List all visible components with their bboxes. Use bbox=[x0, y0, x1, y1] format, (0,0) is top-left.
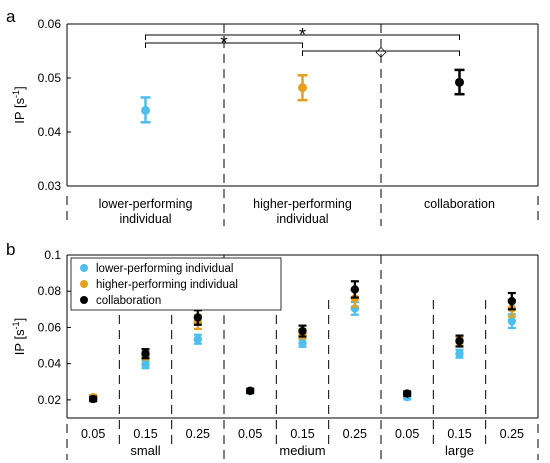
x-tick-label: 0.25 bbox=[343, 427, 367, 441]
x-tick-label: 0.05 bbox=[395, 427, 419, 441]
data-point bbox=[141, 349, 150, 358]
x-tick-label: 0.15 bbox=[290, 427, 314, 441]
category-label: higher-performing individual bbox=[253, 197, 352, 226]
y-tick-label: 0.06 bbox=[38, 17, 62, 31]
y-tick-label: 0.06 bbox=[38, 320, 62, 334]
y-tick-label: 0.03 bbox=[38, 179, 62, 193]
significance-marker: * bbox=[299, 25, 306, 45]
significance-marker: * bbox=[220, 33, 227, 53]
y-tick-label: 0.04 bbox=[38, 125, 62, 139]
data-point bbox=[88, 394, 98, 404]
data-point bbox=[507, 296, 517, 306]
data-point bbox=[298, 326, 307, 336]
category-label-line: collaboration bbox=[424, 197, 495, 211]
data-point bbox=[455, 77, 464, 87]
y-axis-label: IP [s-1] bbox=[11, 318, 27, 355]
category-label-line: individual bbox=[119, 212, 171, 226]
significance-bracket bbox=[145, 42, 303, 48]
x-tick-label: 0.15 bbox=[133, 427, 157, 441]
panel-a: a 0.03 0.04 0.05 0.06 IP [s-1] lower-performin… bbox=[6, 7, 539, 226]
group-label: medium bbox=[279, 443, 325, 458]
group-label: large bbox=[445, 443, 474, 458]
data-point bbox=[245, 386, 255, 396]
category-label-line: higher-performing bbox=[253, 197, 352, 211]
x-tick-label: 0.15 bbox=[447, 427, 471, 441]
legend-label: collaboration bbox=[96, 295, 161, 307]
data-point bbox=[507, 316, 517, 326]
y-tick-label: 0.08 bbox=[38, 284, 62, 298]
legend-box bbox=[70, 257, 282, 311]
legend-label: lower-performing individual bbox=[96, 263, 233, 275]
category-label-line: individual bbox=[276, 212, 328, 226]
legend-marker bbox=[80, 264, 88, 272]
x-tick-label: 0.25 bbox=[500, 427, 524, 441]
y-axis-label-exponent: -1 bbox=[11, 90, 21, 98]
data-point bbox=[141, 360, 150, 369]
data-point bbox=[193, 313, 203, 322]
legend-marker bbox=[80, 296, 88, 304]
group-label: small bbox=[130, 443, 160, 458]
legend-label: higher-performing individual bbox=[96, 279, 238, 291]
y-tick-label: 0.05 bbox=[38, 71, 62, 85]
panel-label-a: a bbox=[6, 7, 16, 26]
category-label-line: lower-performing bbox=[99, 197, 193, 211]
data-point bbox=[455, 349, 464, 358]
y-axis-label: IP [s-1] bbox=[11, 86, 27, 123]
y-axis-label-exponent: -1 bbox=[11, 321, 21, 329]
data-point bbox=[455, 336, 464, 346]
x-tick-label: 0.05 bbox=[81, 427, 105, 441]
panel-label-b: b bbox=[6, 240, 15, 259]
significance-bracket bbox=[145, 34, 460, 40]
data-point bbox=[402, 389, 412, 398]
category-label: lower-performing individual bbox=[99, 197, 193, 226]
data-point bbox=[193, 335, 203, 344]
data-point bbox=[141, 105, 150, 115]
data-point bbox=[298, 338, 307, 348]
significance-bracket bbox=[302, 50, 460, 56]
panel-b: b 0.02 0.04 0.06 0.08 0.1 IP [s-1] 0.05 0.15 0.25… bbox=[6, 240, 539, 460]
y-tick-label: 0.02 bbox=[38, 393, 62, 407]
data-point bbox=[350, 285, 360, 294]
legend: lower-performing individual higher-perfor… bbox=[70, 257, 282, 311]
data-point bbox=[298, 83, 307, 93]
y-tick-label: 0.04 bbox=[38, 357, 62, 371]
y-tick-label: 0.1 bbox=[44, 248, 61, 262]
legend-marker bbox=[80, 280, 88, 288]
x-tick-label: 0.05 bbox=[238, 427, 262, 441]
significance-marker: ◇ bbox=[376, 43, 387, 59]
x-tick-label: 0.25 bbox=[186, 427, 210, 441]
category-label: collaboration bbox=[424, 197, 495, 211]
